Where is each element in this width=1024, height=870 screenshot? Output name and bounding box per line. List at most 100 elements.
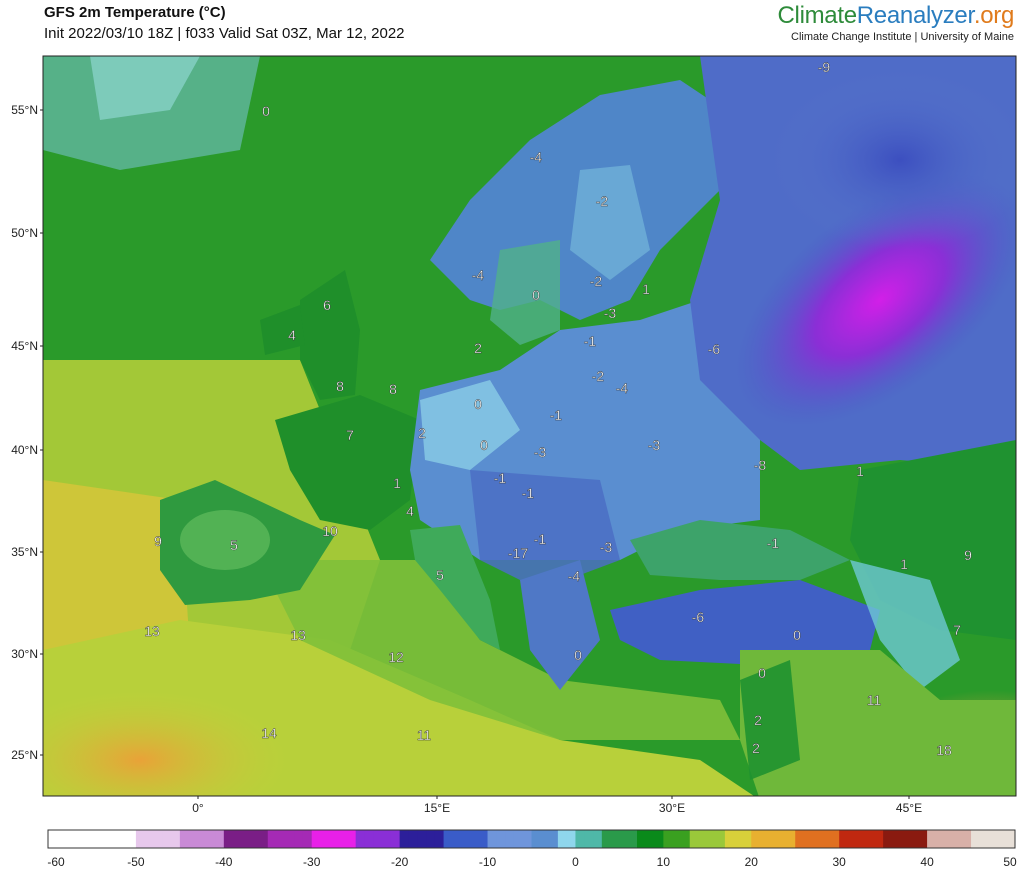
colorbar-swatch — [56, 830, 67, 848]
colorbar-swatch — [628, 830, 638, 848]
colorbar-swatch — [865, 830, 875, 848]
longitude-label: 15°E — [424, 801, 450, 815]
colorbar-swatch — [663, 830, 673, 848]
colorbar-swatch — [276, 830, 286, 848]
colorbar-swatch — [962, 830, 972, 848]
latitude-label: 30°N — [11, 647, 38, 661]
temperature-label-latvia: -3 — [604, 305, 617, 321]
colorbar-swatch — [812, 830, 823, 848]
colorbar-swatch — [74, 830, 84, 848]
colorbar-swatch — [979, 830, 990, 848]
temperature-label-iceland: 0 — [262, 103, 270, 119]
temperature-label-catalonia: 10 — [322, 523, 338, 539]
colorbar-tick-label: -20 — [391, 855, 409, 869]
colorbar-swatch — [540, 830, 550, 848]
latitude-label: 50°N — [11, 226, 38, 240]
temperature-label-bulgaria: -4 — [568, 568, 581, 584]
brand-part-2: Reanalyzer — [856, 2, 974, 29]
colorbar-swatch — [373, 830, 383, 848]
colorbar-swatch — [426, 830, 436, 848]
colorbar-swatch — [434, 830, 445, 848]
temperature-label-serbia: -1 — [534, 531, 547, 547]
anatolia — [610, 580, 880, 665]
temperature-label-cyprus: 0 — [758, 665, 766, 681]
temperature-label-portugal: 9 — [154, 533, 162, 549]
temperature-label-northern-finland: -2 — [596, 193, 609, 209]
colorbar-swatch — [953, 830, 963, 848]
temperature-label-scotland: 6 — [323, 297, 331, 313]
temperature-label-czechia: -3 — [534, 444, 547, 460]
colorbar-swatch — [171, 830, 181, 848]
temperature-label-central-norway: -4 — [472, 267, 485, 283]
colorbar-swatch — [610, 830, 620, 848]
colorbar-swatch — [654, 830, 664, 848]
colorbar-swatch — [707, 830, 717, 848]
middle-east — [740, 650, 1016, 796]
brand-part-3: .org — [973, 2, 1014, 29]
balkans — [470, 470, 620, 590]
colorbar-swatch — [294, 830, 304, 848]
colorbar-swatch — [311, 830, 322, 848]
temperature-labels: -90-4-2-40-2 164-32 -1 -68 8-2-40-17 20 -3 -3-8… — [144, 59, 972, 758]
colorbar-tick-label: -40 — [215, 855, 233, 869]
colorbar-swatch — [874, 830, 884, 848]
colorbar-swatch — [821, 830, 831, 848]
colorbar-swatch — [250, 830, 260, 848]
colorbar-tick-label: 50 — [1003, 855, 1017, 869]
temperature-label-southern-italy: 5 — [436, 567, 444, 583]
temperature-label-spain: 5 — [230, 537, 238, 553]
colorbar-swatch — [408, 830, 418, 848]
colorbar-swatch — [223, 830, 234, 848]
temperature-label-southern-sweden: 0 — [532, 287, 540, 303]
colorbar-swatch — [724, 830, 735, 848]
colorbar-swatch — [478, 830, 489, 848]
temperature-label-southern-germany: 0 — [480, 437, 488, 453]
brand-logo[interactable]: ClimateReanalyzer.org — [778, 2, 1015, 30]
great-britain — [300, 270, 360, 400]
temperature-label-france: 7 — [346, 427, 354, 443]
temperature-label-levant: 2 — [754, 712, 762, 728]
colorbar-swatch — [346, 830, 357, 848]
temperature-label-romania: -3 — [600, 539, 613, 555]
greece — [520, 560, 600, 690]
colorbar-swatch — [91, 830, 102, 848]
longitude-label: 0° — [192, 801, 204, 815]
colorbar-swatch — [469, 830, 480, 848]
colorbar-swatch — [935, 830, 946, 848]
chart-subtitle: Init 2022/03/10 18Z | f033 Valid Sat 03Z… — [44, 25, 405, 42]
black-sea — [630, 520, 850, 580]
colorbar-tick-label: 0 — [572, 855, 579, 869]
temperature-label-northern-norway: -4 — [530, 149, 543, 165]
colorbar-swatch — [575, 830, 585, 848]
colorbar-swatch — [847, 830, 858, 848]
colorbar-swatch — [338, 830, 348, 848]
temperature-label-greece: 0 — [574, 647, 582, 663]
colorbar-swatch — [285, 830, 295, 848]
temperature-label-persian-gulf: 18 — [936, 742, 952, 758]
colorbar-swatch — [355, 830, 365, 848]
colorbar-swatch — [390, 830, 401, 848]
colorbar-swatch — [636, 830, 647, 848]
temperature-label-ukraine: -3 — [648, 437, 661, 453]
brand-part-1: Climate — [777, 2, 858, 29]
temperature-label-ireland: 4 — [288, 327, 296, 343]
temperature-label-libya: 11 — [417, 727, 432, 743]
colorbar-swatch — [680, 830, 691, 848]
colorbar-swatch — [144, 830, 154, 848]
temperature-label-poland: -1 — [550, 407, 563, 423]
colorbar-swatch — [839, 830, 849, 848]
ireland — [260, 305, 305, 355]
temperature-label-algeria: 14 — [261, 725, 277, 741]
latitude-label: 40°N — [11, 443, 38, 457]
colorbar-swatch — [320, 830, 330, 848]
colorbar-swatch — [891, 830, 902, 848]
colorbar-swatch — [162, 830, 172, 848]
colorbar-tick-label: -10 — [479, 855, 497, 869]
temperature-label-hungary: -1 — [522, 485, 535, 501]
colorbar-swatch — [496, 830, 506, 848]
colorbar-tick-label: 20 — [745, 855, 759, 869]
longitude-label: 45°E — [896, 801, 922, 815]
colorbar-swatch — [241, 830, 251, 848]
temperature-label-eastern-france: 2 — [418, 425, 426, 441]
